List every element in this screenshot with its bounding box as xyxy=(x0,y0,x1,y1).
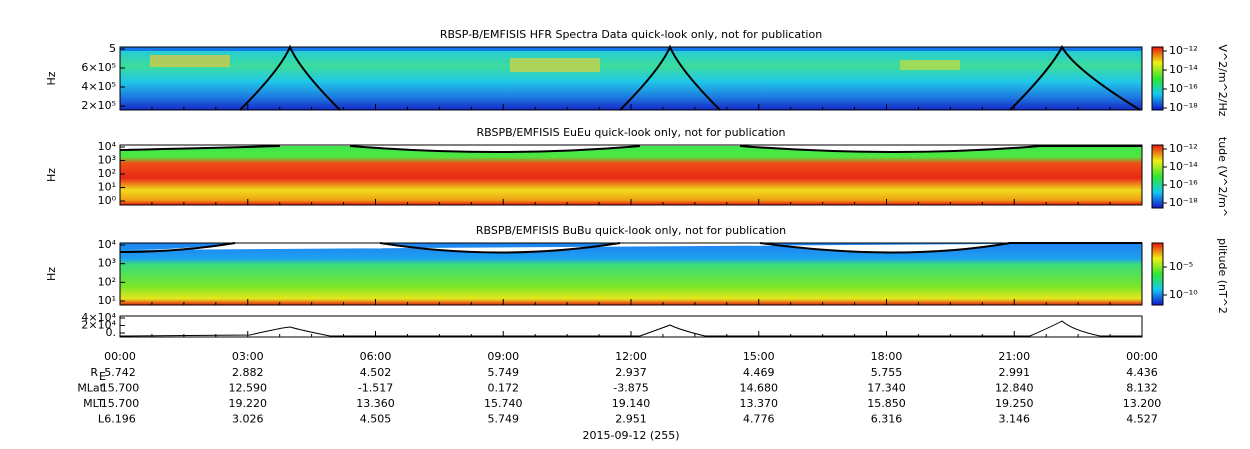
y-tick-label: 10² xyxy=(98,167,116,180)
ephemeris-label: MLT xyxy=(83,397,104,410)
y-tick-label: 2×10⁴ xyxy=(81,319,116,332)
spectrogram-1 xyxy=(119,44,1143,111)
colorbar-tick-label: 10⁻¹⁸ xyxy=(1169,101,1198,114)
y-tick-label: 10³ xyxy=(98,257,116,270)
date-label: 2015-09-12 (255) xyxy=(582,429,679,442)
ephemeris-value: 17.340 xyxy=(867,382,906,395)
ephemeris-value: 4.502 xyxy=(360,366,392,379)
ephemeris-value: 4.505 xyxy=(360,413,392,426)
y-tick-label: 10² xyxy=(98,275,116,288)
ephemeris-label: L xyxy=(98,413,105,426)
y-tick-label: 4×10⁴ xyxy=(81,311,116,324)
y-tick-label: 4×10⁵ xyxy=(81,80,116,93)
y-axis-label: Hz xyxy=(45,168,58,182)
time-label: 00:00 xyxy=(104,350,136,363)
colorbar-tick-label: 10⁻⁵ xyxy=(1169,260,1193,273)
time-label: 06:00 xyxy=(360,350,392,363)
ephemeris-value: 19.220 xyxy=(229,397,268,410)
y-tick-label: 2×10⁵ xyxy=(81,99,116,112)
y-tick-label: 0. xyxy=(106,326,117,339)
ephemeris-value: 15.700 xyxy=(101,382,140,395)
colorbar-tick-label: 10⁻¹⁸ xyxy=(1169,196,1198,209)
colorbar-tick-label: 10⁻¹⁴ xyxy=(1169,63,1198,76)
colorbar-tick-label: 10⁻¹² xyxy=(1169,44,1198,57)
spectrogram-3 xyxy=(119,242,1143,306)
colorbar-tick-label: 10⁻¹⁶ xyxy=(1169,178,1198,191)
ephemeris-label: MLat xyxy=(77,382,104,395)
colorbar-label: plitude (nT^2 xyxy=(1216,238,1229,314)
y-tick-label: 10⁴ xyxy=(98,238,117,251)
colorbar-tick-label: 10⁻¹⁰ xyxy=(1169,288,1198,301)
panel-title: RBSP-B/EMFISIS HFR Spectra Data quick-lo… xyxy=(440,28,822,41)
ephemeris-value: 6.316 xyxy=(871,413,903,426)
ephemeris-value: -1.517 xyxy=(358,382,393,395)
time-label: 21:00 xyxy=(998,350,1030,363)
ephemeris-value: 4.527 xyxy=(1126,413,1158,426)
colorbars xyxy=(1151,46,1164,306)
time-label: 18:00 xyxy=(871,350,903,363)
y-tick-label: 10⁰ xyxy=(98,194,117,207)
time-label: 15:00 xyxy=(743,350,775,363)
ephemeris-value: 3.026 xyxy=(232,413,264,426)
ephemeris-label-sub: E xyxy=(99,370,106,383)
ephemeris-value: 19.250 xyxy=(995,397,1034,410)
ephemeris-value: 3.146 xyxy=(999,413,1031,426)
ephemeris-value: 5.749 xyxy=(488,413,520,426)
panel-title: RBSPB/EMFISIS BuBu quick-look only, not … xyxy=(476,224,786,237)
y-tick-label: 10¹ xyxy=(98,294,116,307)
y-axis-label: Hz xyxy=(45,71,58,85)
ephemeris-value: 12.840 xyxy=(995,382,1034,395)
y-tick-label: 10⁴ xyxy=(98,140,117,153)
ephemeris-value: 13.360 xyxy=(356,397,395,410)
ephemeris-value: 6.196 xyxy=(104,413,136,426)
spectrogram-2 xyxy=(119,144,1143,206)
ephemeris-value: 4.469 xyxy=(743,366,775,379)
panel-title: RBSPB/EMFISIS EuEu quick-look only, not … xyxy=(476,126,785,139)
ephemeris-value: 2.951 xyxy=(615,413,647,426)
ephemeris-value: 8.132 xyxy=(1126,382,1158,395)
ephemeris-value: 0.172 xyxy=(488,382,520,395)
colorbar-label: V^2/m^2/Hz xyxy=(1216,44,1229,116)
ephemeris-value: 15.850 xyxy=(867,397,906,410)
ephemeris-value: 4.436 xyxy=(1126,366,1158,379)
ephemeris-value: 2.991 xyxy=(999,366,1031,379)
ephemeris-value: 13.200 xyxy=(1123,397,1162,410)
ephemeris-value: 5.749 xyxy=(488,366,520,379)
ephemeris-value: 2.882 xyxy=(232,366,264,379)
colorbar-tick-label: 10⁻¹² xyxy=(1169,142,1198,155)
colorbar-tick-label: 10⁻¹⁶ xyxy=(1169,82,1198,95)
y-tick-label: 5 xyxy=(109,42,116,55)
ephemeris-value: 5.742 xyxy=(104,366,136,379)
time-label: 09:00 xyxy=(487,350,519,363)
ephemeris-label: R xyxy=(90,366,98,379)
ephemeris-value: 12.590 xyxy=(229,382,268,395)
ephemeris-value: 15.740 xyxy=(484,397,523,410)
y-tick-label: 10¹ xyxy=(98,181,116,194)
ephemeris-value: 4.776 xyxy=(743,413,775,426)
ephemeris-value: 13.370 xyxy=(740,397,779,410)
y-axis-label: Hz xyxy=(45,267,58,281)
time-label: 00:00 xyxy=(1126,350,1158,363)
ephemeris-value: 19.140 xyxy=(612,397,651,410)
ephemeris-value: 5.755 xyxy=(871,366,903,379)
ephemeris-value: 2.937 xyxy=(615,366,647,379)
y-tick-label: 10³ xyxy=(98,154,116,167)
time-label: 12:00 xyxy=(615,350,647,363)
y-tick-label: 6×10⁵ xyxy=(81,61,116,74)
ephemeris-value: 15.700 xyxy=(101,397,140,410)
colorbar-tick-label: 10⁻¹⁴ xyxy=(1169,160,1198,173)
colorbar-label: tude (V^2/m^ xyxy=(1216,137,1229,217)
time-label: 03:00 xyxy=(232,350,264,363)
ephemeris-value: 14.680 xyxy=(740,382,779,395)
ephemeris-value: -3.875 xyxy=(613,382,648,395)
